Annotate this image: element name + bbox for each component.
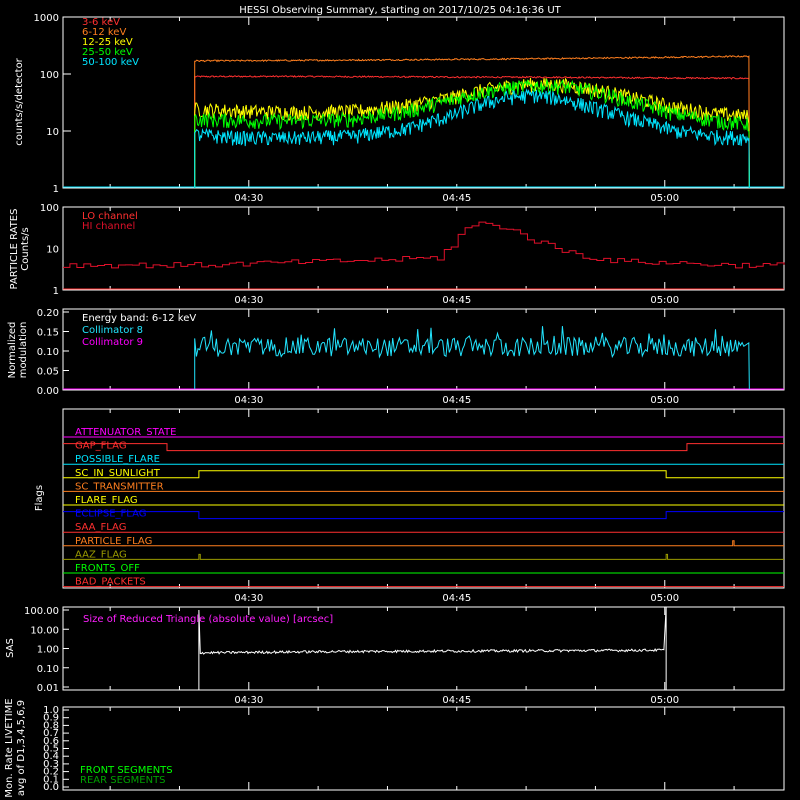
count-y-tick-label: 1 (53, 184, 59, 195)
flag-label-flare-flag: FLARE_FLAG (75, 495, 138, 506)
modulation-panel-frame (62, 308, 785, 391)
modulation-y-tick-label: 0.20 (37, 308, 59, 319)
flag-label-gap-flag: GAP_FLAG (75, 441, 127, 452)
flag-label-particle-flag: PARTICLE_FLAG (75, 536, 152, 547)
legend-entry-rear-segments: REAR SEGMENTS (80, 775, 166, 786)
flag-label-eclipse-flag: ECLIPSE_FLAG (75, 509, 146, 520)
time-tick-label: 05:00 (650, 295, 679, 306)
time-tick-label: 04:30 (234, 395, 263, 406)
livetime-y-axis-label: Mon. Rate LIVETIME (4, 698, 15, 797)
series-line-Collimator-8 (194, 326, 750, 390)
time-tick-label: 05:00 (650, 695, 679, 706)
flag-label-attenuator-state: ATTENUATOR_STATE (75, 427, 176, 438)
flag-line-particle-flag (63, 540, 784, 547)
livetime-y-tick-label: 1.0 (43, 705, 59, 716)
modulation-y-axis-label-2: modulation (18, 322, 29, 379)
modulation-y-tick-label: 0.05 (37, 367, 59, 378)
livetime-y-tick-label: 0.4 (43, 751, 59, 762)
time-tick-label: 05:00 (650, 395, 679, 406)
flag-label-saa-flag: SAA_FLAG (75, 522, 126, 533)
livetime-y-tick-label: 0.7 (43, 728, 59, 739)
count-y-tick-label: 10 (46, 127, 59, 138)
time-tick-label: 04:30 (234, 295, 263, 306)
series-line-SAS (198, 606, 667, 690)
particle-y-tick-label: 1 (53, 286, 59, 297)
time-tick-label: 04:30 (234, 593, 263, 604)
modulation-annotation: Energy band: 6-12 keV (82, 313, 196, 324)
flags-panel-frame (62, 408, 785, 589)
flag-line-aaz-flag (63, 553, 784, 560)
series-line-HI-channel (63, 221, 785, 269)
count-series-group (63, 54, 784, 189)
time-tick-label: 04:45 (442, 193, 471, 204)
livetime-y-tick-label: 0.0 (43, 782, 59, 793)
flag-line-eclipse-flag (63, 511, 784, 520)
time-tick-label: 04:45 (442, 395, 471, 406)
sas-y-axis-label: SAS (5, 638, 16, 658)
sas-y-tick-label: 0.01 (37, 683, 59, 694)
flag-line-gap-flag (63, 443, 784, 452)
modulation-y-axis-label: Normalized (7, 322, 18, 379)
legend-entry-12-25-keV: 12-25 keV (82, 37, 133, 48)
particle-y-tick-label: 100 (40, 203, 59, 214)
livetime-y-axis-label-2: avg of D1,3,4,5,6,9 (16, 700, 27, 796)
time-tick-label: 05:00 (650, 193, 679, 204)
flag-label-aaz-flag: AAZ_FLAG (75, 549, 127, 560)
flags-y-axis-label: Flags (34, 485, 45, 511)
series-line-12-25-keV (194, 77, 750, 189)
time-tick-label: 04:45 (442, 695, 471, 706)
figure-title: HESSI Observing Summary, starting on 201… (239, 5, 561, 16)
count-y-tick-label: 1000 (34, 13, 59, 24)
sas-y-tick-label: 0.10 (37, 664, 59, 675)
time-tick-label: 04:30 (234, 695, 263, 706)
time-tick-label: 04:45 (442, 295, 471, 306)
count-panel-frame (62, 16, 785, 189)
modulation-y-tick-label: 0.10 (37, 347, 59, 358)
sas-y-tick-label: 1.00 (37, 645, 59, 656)
livetime-y-tick-label: 0.3 (43, 759, 59, 770)
flag-label-possible-flare: POSSIBLE_FLARE (75, 454, 160, 465)
livetime-y-tick-label: 0.2 (43, 767, 59, 778)
flag-label-sc-transmitter: SC_TRANSMITTER (75, 481, 164, 492)
sas-y-tick-label: 10.00 (30, 625, 59, 636)
time-tick-label: 04:30 (234, 193, 263, 204)
time-tick-label: 05:00 (650, 593, 679, 604)
legend-entry-front-segments: FRONT SEGMENTS (80, 765, 173, 776)
particle-y-axis-label: PARTICLE RATES (9, 209, 20, 290)
time-tick-label: 04:45 (442, 593, 471, 604)
livetime-y-tick-label: 0.1 (43, 774, 59, 785)
series-line-6-12-keV (194, 54, 750, 189)
modulation-y-tick-label: 0.15 (37, 328, 59, 339)
count-y-axis-label: counts/s/detector (14, 57, 25, 145)
flag-line-sc-in-sunlight (63, 470, 784, 479)
modulation-y-tick-label: 0.00 (37, 386, 59, 397)
series-line-50-100-keV (194, 88, 750, 189)
particle-panel-frame (62, 206, 785, 291)
livetime-y-tick-label: 0.9 (43, 713, 59, 724)
legend-entry-LO-channel: LO channel (82, 211, 138, 222)
sas-annotation: Size of Reduced Triangle (absolute value… (83, 614, 333, 625)
flag-label-bad-packets: BAD_PACKETS (75, 577, 146, 588)
series-line-3-6-keV (194, 75, 750, 189)
legend-entry-Collimator-8: Collimator 8 (82, 325, 143, 336)
particle-y-axis-label-unit: Counts/s (20, 227, 31, 271)
livetime-panel-frame (62, 706, 785, 791)
livetime-y-tick-label: 0.8 (43, 720, 59, 731)
legend-entry-HI-channel: HI channel (82, 221, 135, 232)
legend-entry-3-6-keV: 3-6 keV (82, 17, 120, 28)
livetime-y-tick-label: 0.6 (43, 736, 59, 747)
count-y-tick-label: 100 (40, 70, 59, 81)
series-line-25-50-keV (194, 79, 750, 189)
particle-y-tick-label: 10 (46, 245, 59, 256)
legend-entry-Collimator-9: Collimator 9 (82, 337, 143, 348)
legend-entry-25-50-keV: 25-50 keV (82, 47, 133, 58)
legend-entry-50-100-keV: 50-100 keV (82, 57, 139, 68)
legend-entry-6-12-keV: 6-12 keV (82, 27, 126, 38)
sas-y-tick-label: 100.00 (24, 606, 59, 617)
livetime-y-tick-label: 0.5 (43, 744, 59, 755)
flag-label-sc-in-sunlight: SC_IN_SUNLIGHT (75, 468, 161, 479)
flag-label-fronts-off: FRONTS_OFF (75, 563, 140, 574)
